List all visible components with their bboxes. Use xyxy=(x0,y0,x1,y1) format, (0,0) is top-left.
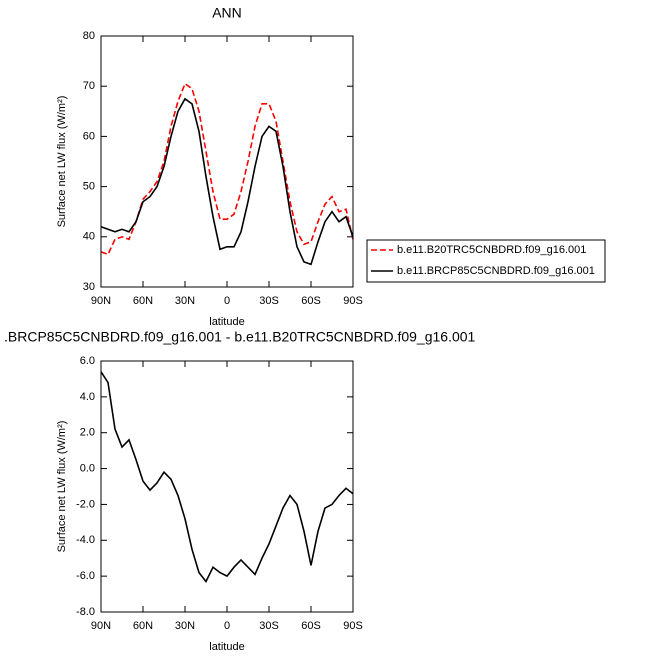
legend-label: b.e11.B20TRC5CNBDRD.f09_g16.001 xyxy=(397,244,586,256)
y-tick-label: -4.0 xyxy=(76,534,95,546)
data-line xyxy=(100,371,354,583)
y-tick-label: -6.0 xyxy=(76,570,95,582)
x-tick-label: 60S xyxy=(301,295,321,307)
x-tick-label: 90S xyxy=(343,620,363,632)
y-tick-label: 70 xyxy=(83,80,95,92)
x-tick-label: 0 xyxy=(224,295,230,307)
plot-frame xyxy=(100,360,354,613)
chart-title: ANN xyxy=(212,5,242,21)
y-tick-label: 50 xyxy=(83,181,95,193)
legend-box xyxy=(366,239,606,283)
x-tick-label: 30S xyxy=(259,295,279,307)
x-tick-label: 0 xyxy=(224,620,230,632)
x-tick-label: 90N xyxy=(91,620,111,632)
y-axis-label: Surface net LW flux (W/m²) xyxy=(56,421,68,553)
y-tick-label: 4.0 xyxy=(80,391,95,403)
data-line xyxy=(100,97,354,266)
data-line xyxy=(100,82,354,256)
y-tick-label: 40 xyxy=(83,231,95,243)
y-axis-label: Surface net LW flux (W/m²) xyxy=(56,96,68,228)
x-tick-label: 90N xyxy=(91,295,111,307)
y-tick-label: 6.0 xyxy=(80,355,95,367)
chart-title: .BRCP85C5CNBDRD.f09_g16.001 - b.e11.B20T… xyxy=(4,329,476,345)
y-tick-label: 0.0 xyxy=(80,462,95,474)
y-tick-label: 30 xyxy=(83,281,95,293)
y-tick-label: 80 xyxy=(83,30,95,42)
x-tick-label: 30S xyxy=(259,620,279,632)
y-tick-label: -2.0 xyxy=(76,498,95,510)
x-tick-label: 90S xyxy=(343,295,363,307)
x-axis-label: latitude xyxy=(209,641,244,653)
legend-label: b.e11.BRCP85C5CNBDRD.f09_g16.001 xyxy=(397,265,595,277)
y-tick-label: -8.0 xyxy=(76,606,95,618)
y-tick-label: 60 xyxy=(83,130,95,142)
x-tick-label: 60N xyxy=(133,620,153,632)
x-axis-label: latitude xyxy=(209,316,244,328)
x-tick-label: 60S xyxy=(301,620,321,632)
y-tick-label: 2.0 xyxy=(80,427,95,439)
x-tick-label: 30N xyxy=(175,620,195,632)
x-tick-label: 30N xyxy=(175,295,195,307)
x-tick-label: 60N xyxy=(133,295,153,307)
